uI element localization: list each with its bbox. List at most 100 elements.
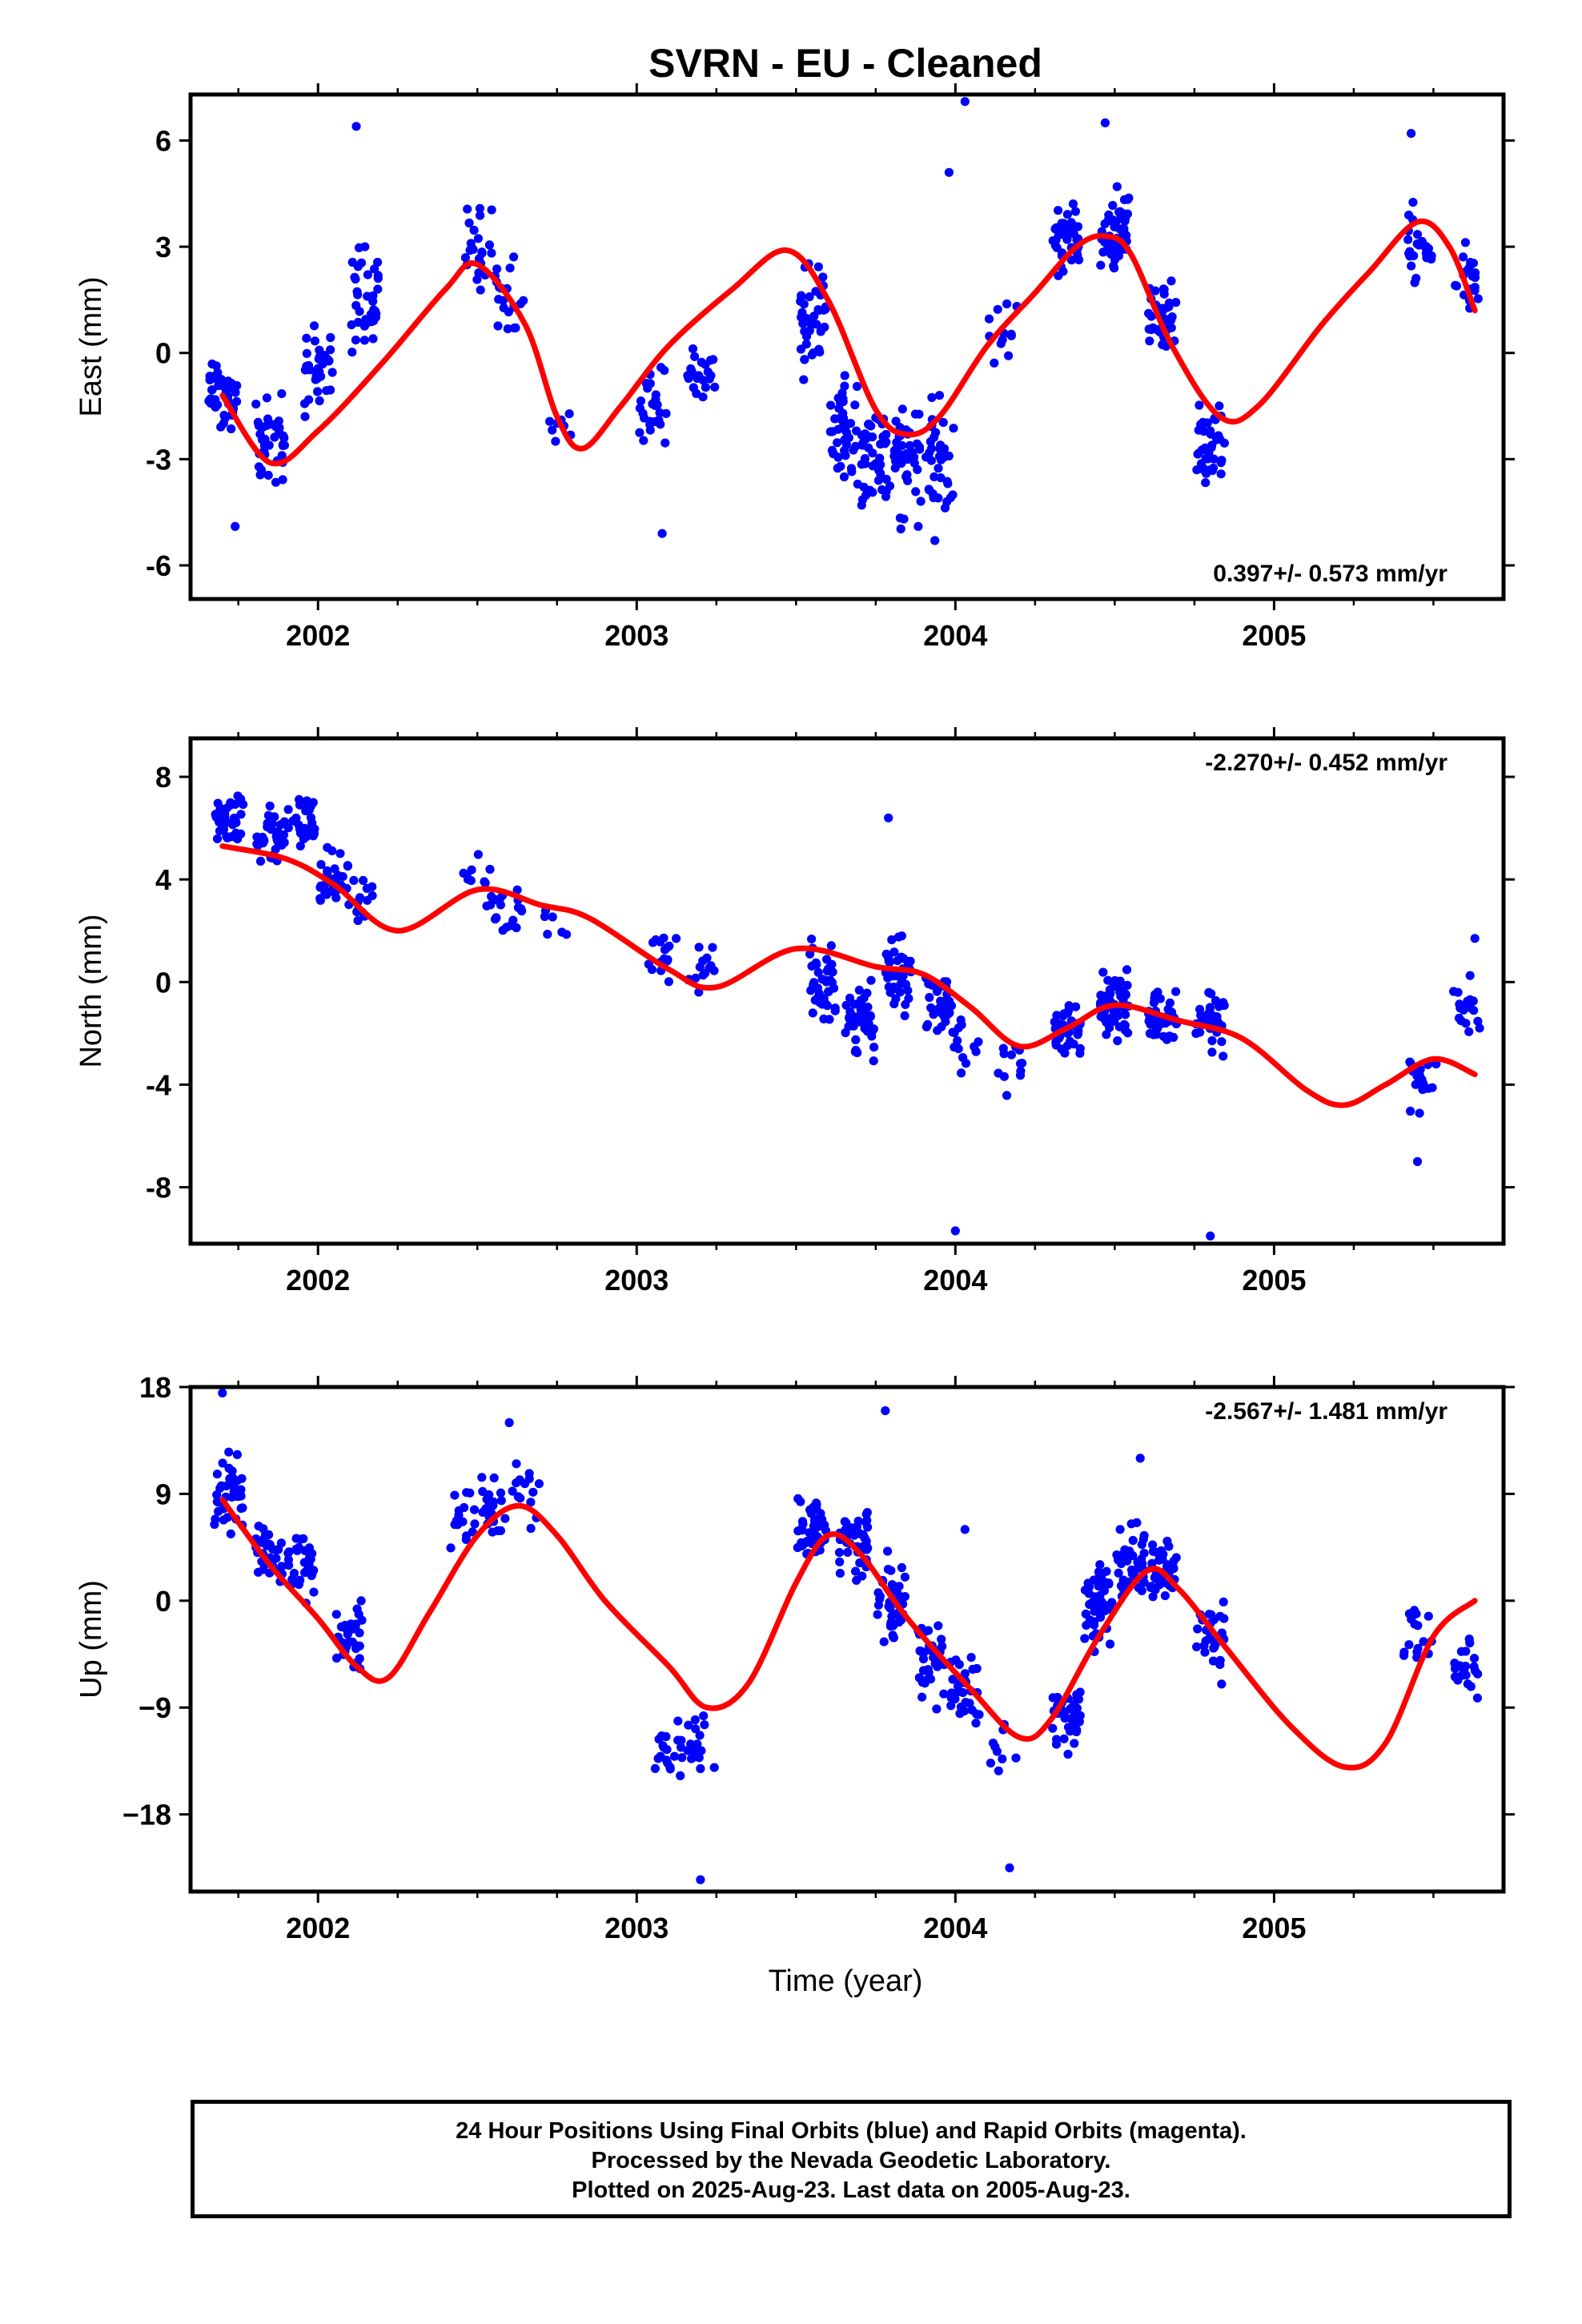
north-point — [212, 834, 223, 843]
footer-box: 24 Hour Positions Using Final Orbits (bl… — [191, 2100, 1512, 2218]
east-point — [833, 438, 842, 448]
east-point — [211, 402, 220, 412]
up-point — [950, 1694, 960, 1704]
east-point — [1121, 214, 1130, 223]
north-point — [279, 830, 289, 839]
east-point — [326, 345, 335, 355]
north-point — [1119, 1019, 1129, 1029]
east-point — [519, 296, 528, 305]
east-point — [907, 448, 917, 457]
up-point — [1116, 1581, 1126, 1590]
east-point — [487, 205, 496, 215]
up-point — [1082, 1621, 1091, 1630]
east-point — [661, 438, 670, 448]
east-point — [839, 472, 849, 482]
east-point — [840, 371, 849, 380]
east-point — [476, 211, 485, 220]
north-point — [263, 810, 273, 820]
north-point — [1219, 1000, 1229, 1011]
east-y-tick-label: -3 — [146, 443, 171, 476]
up-point — [331, 1653, 342, 1663]
east-point — [1404, 211, 1414, 220]
north-point — [998, 1043, 1008, 1053]
east-rate-label: 0.397+/- 0.573 mm/yr — [1213, 561, 1447, 587]
up-x-tick-label: 2004 — [923, 1912, 987, 1944]
up-point — [694, 1753, 704, 1763]
east-y-tick-label: -6 — [146, 549, 171, 582]
up-point — [690, 1715, 701, 1725]
east-point — [930, 536, 940, 545]
up-point — [1100, 1606, 1110, 1616]
up-point — [228, 1480, 239, 1490]
east-point — [836, 398, 845, 408]
east-point — [934, 493, 943, 503]
up-point — [861, 1510, 871, 1519]
east-point — [868, 448, 877, 458]
east-point — [277, 389, 287, 399]
up-point — [504, 1417, 514, 1428]
up-point — [990, 1742, 1000, 1751]
up-point — [356, 1596, 366, 1606]
east-point — [1421, 248, 1431, 258]
up-point — [968, 1664, 978, 1675]
north-point — [359, 875, 368, 885]
up-point — [1466, 1682, 1476, 1691]
up-point — [534, 1479, 544, 1489]
east-point — [1452, 281, 1461, 291]
east-point — [1403, 235, 1413, 244]
east-point — [476, 285, 485, 295]
up-point — [1074, 1695, 1084, 1704]
north-point — [1122, 965, 1132, 975]
up-point — [304, 1560, 314, 1570]
north-y-tick-label: 4 — [155, 863, 171, 896]
east-point — [352, 287, 362, 296]
north-point — [708, 943, 717, 952]
up-point — [1137, 1540, 1146, 1550]
east-point — [373, 284, 383, 294]
north-point — [813, 967, 823, 977]
east-point — [814, 344, 824, 354]
up-point — [960, 1669, 970, 1679]
up-point — [284, 1547, 294, 1557]
up-point — [1107, 1598, 1117, 1607]
north-point — [805, 949, 815, 959]
north-point — [1122, 980, 1132, 990]
up-point — [1070, 1711, 1079, 1720]
up-point — [1469, 1662, 1479, 1671]
up-point — [469, 1505, 480, 1514]
north-point — [869, 1043, 879, 1052]
east-point — [705, 356, 716, 365]
east-point — [645, 416, 655, 426]
east-point — [548, 425, 557, 435]
north-point — [1002, 1091, 1012, 1100]
east-point — [960, 97, 970, 107]
east-point — [1407, 261, 1416, 271]
up-point — [212, 1470, 222, 1479]
east-point — [368, 334, 378, 344]
north-point — [672, 934, 681, 943]
north-point — [884, 813, 893, 822]
up-point — [262, 1541, 271, 1550]
up-point — [834, 1548, 845, 1558]
up-point — [855, 1558, 865, 1568]
east-point — [701, 383, 711, 392]
north-point — [307, 818, 317, 828]
up-point — [1423, 1611, 1433, 1621]
east-point — [881, 437, 891, 447]
up-point — [1154, 1580, 1164, 1590]
east-point — [996, 339, 1006, 348]
up-point — [793, 1542, 802, 1553]
north-point — [807, 935, 817, 944]
up-point — [889, 1632, 898, 1642]
up-point — [965, 1699, 974, 1708]
east-point — [948, 490, 958, 500]
up-x-tick-label: 2003 — [604, 1912, 669, 1944]
north-point — [808, 1008, 817, 1018]
east-point — [463, 204, 472, 214]
up-point — [793, 1494, 803, 1503]
east-point — [698, 392, 708, 402]
up-point — [1219, 1597, 1228, 1606]
east-frame — [188, 92, 1506, 601]
up-point — [1063, 1749, 1073, 1759]
east-point — [826, 400, 836, 410]
